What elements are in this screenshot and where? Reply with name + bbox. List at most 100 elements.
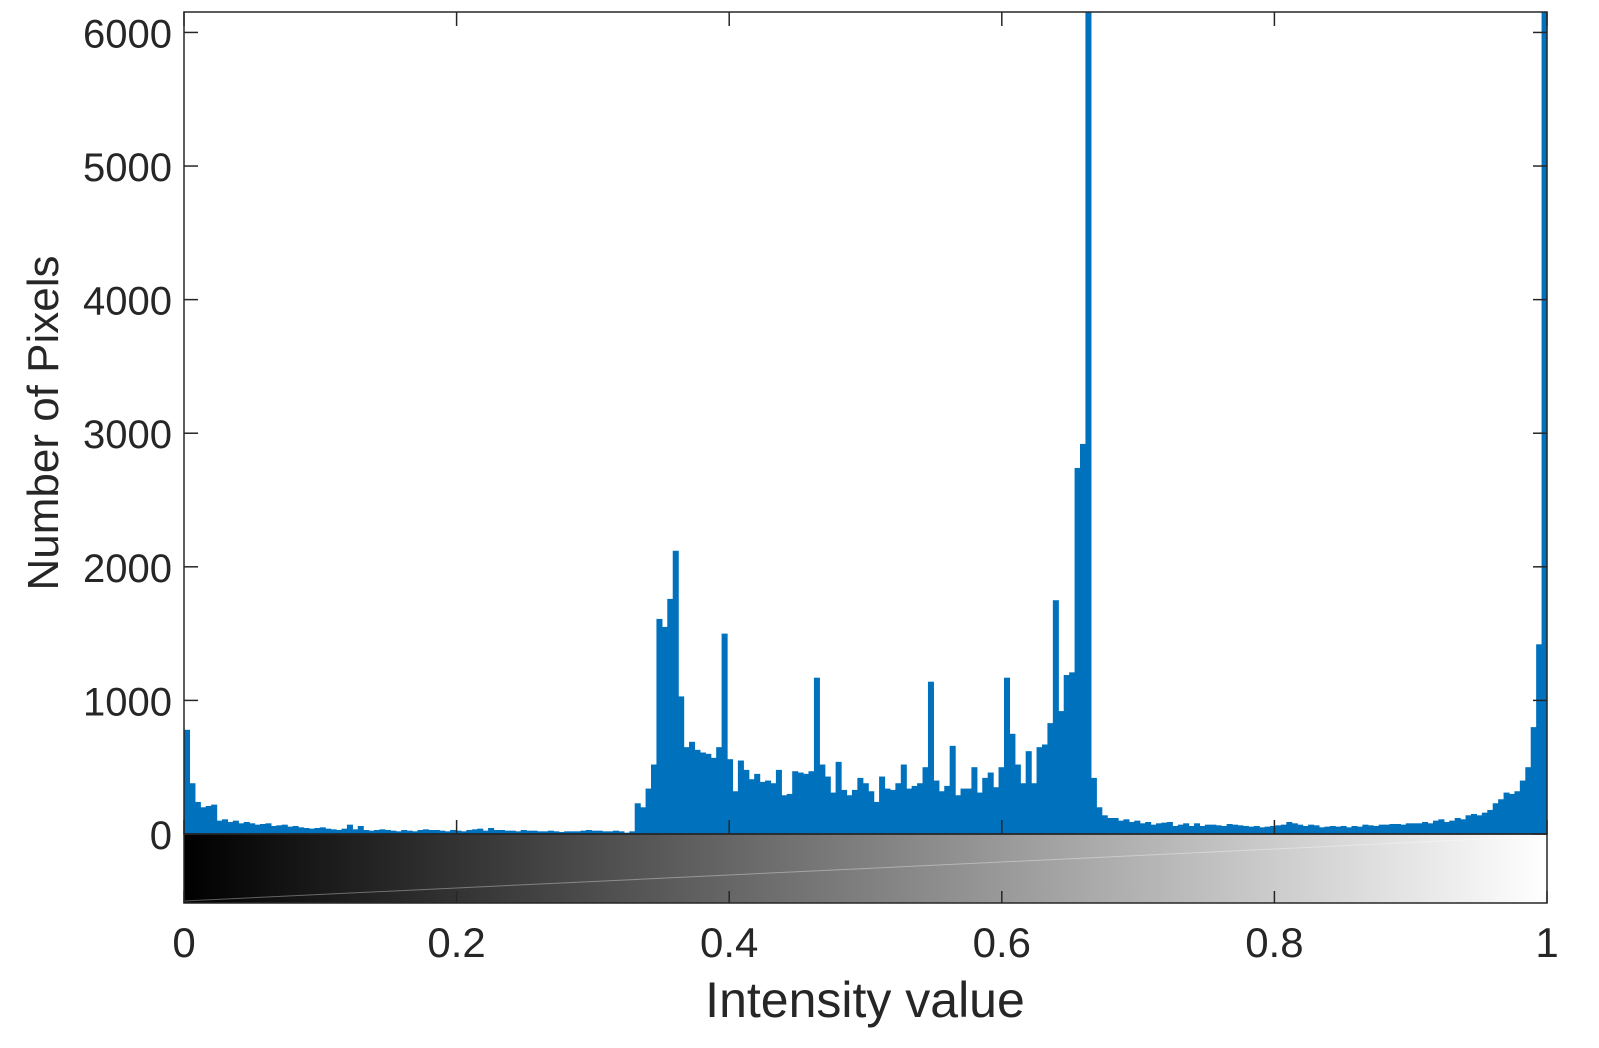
histogram-bar	[216, 820, 223, 834]
histogram-bar	[960, 788, 967, 834]
y-tick-label: 3000	[83, 413, 172, 457]
histogram-bar	[819, 764, 826, 834]
histogram-bar	[651, 764, 658, 834]
histogram-bar	[308, 828, 315, 834]
histogram-bar	[314, 827, 321, 834]
histogram-bar	[211, 804, 218, 834]
histogram-bar	[531, 830, 538, 834]
histogram-bar	[645, 788, 652, 834]
histogram-bar	[938, 791, 945, 834]
histogram-bar	[705, 753, 712, 834]
histogram-bar	[238, 823, 245, 834]
histogram-bar	[265, 823, 272, 834]
histogram-bar	[1427, 823, 1434, 834]
histogram-bar	[260, 823, 267, 834]
x-tick-label: 0.8	[1245, 919, 1303, 966]
histogram-bar	[879, 776, 886, 834]
histogram-bar	[884, 788, 891, 834]
histogram-bar	[781, 795, 788, 834]
histogram-bar	[612, 830, 620, 834]
histogram-bar	[227, 821, 234, 834]
histogram-bar	[1405, 823, 1412, 834]
histogram-bar	[1166, 821, 1173, 834]
histogram-bar	[982, 777, 989, 834]
histogram-bar	[292, 825, 299, 834]
histogram-bar	[1025, 751, 1032, 834]
x-tick-label: 0.4	[700, 919, 758, 966]
histogram-bar	[1031, 783, 1038, 834]
histogram-bar	[917, 783, 924, 834]
histogram-bar	[993, 787, 1000, 834]
histogram-bar	[1340, 825, 1347, 834]
histogram-bar	[243, 821, 250, 834]
histogram-bar	[455, 830, 462, 834]
histogram-bar	[1536, 644, 1543, 834]
histogram-bar	[813, 677, 820, 834]
histogram-bar	[1498, 799, 1505, 834]
histogram-bar	[194, 801, 201, 834]
histogram-bar	[1161, 822, 1168, 834]
histogram-bar	[1058, 711, 1065, 834]
histogram-bar	[401, 829, 408, 834]
histogram-bar	[743, 769, 750, 834]
histogram-bar	[184, 729, 191, 834]
histogram-bar	[336, 829, 343, 834]
histogram-bar	[422, 829, 429, 834]
histogram-bar	[585, 829, 592, 834]
histogram-bar	[254, 824, 261, 834]
tick-labels: 0 1000 2000 3000 4000 5000 6000 0 0.2 0.4 0.6 0.8 1	[83, 12, 1559, 966]
histogram-bar	[569, 831, 576, 834]
histogram-bar	[1291, 823, 1298, 834]
histogram-bar	[1492, 803, 1499, 834]
histogram-bar	[846, 795, 853, 834]
histogram-bar	[689, 741, 696, 834]
x-tick-label: 1	[1535, 919, 1558, 966]
histogram-bar	[493, 829, 500, 834]
histogram-bar	[1215, 825, 1222, 834]
histogram-bar	[341, 828, 348, 834]
histogram-bar	[868, 791, 875, 834]
histogram-bar	[1508, 793, 1516, 834]
histogram-bar	[1085, 12, 1092, 834]
histogram-bar	[433, 829, 440, 834]
histogram-bar	[1183, 823, 1190, 834]
histogram-bar	[1519, 780, 1526, 834]
histogram-bar	[1020, 783, 1027, 834]
histogram-bar	[1503, 792, 1510, 834]
histogram-bar	[727, 759, 734, 834]
histogram-bar	[803, 773, 810, 834]
histogram-bar	[1346, 827, 1353, 834]
histogram-bar	[775, 769, 782, 834]
histogram-bar	[900, 764, 907, 834]
histogram-bar	[1199, 825, 1206, 834]
histogram-bar	[949, 745, 956, 834]
histogram-bar	[656, 618, 663, 834]
histogram-bar	[205, 805, 212, 834]
histogram-bar	[1525, 767, 1532, 834]
histogram-bar	[797, 772, 804, 834]
histogram-bar	[1052, 600, 1059, 834]
histogram-bar	[1438, 819, 1445, 834]
histogram-bar	[200, 807, 207, 834]
histogram-bar	[1226, 823, 1233, 834]
histogram-bar	[889, 789, 896, 834]
x-axis-title: Intensity value	[705, 972, 1025, 1028]
histogram-bar	[1118, 820, 1125, 834]
histogram-bar	[460, 831, 467, 834]
histogram-bar	[998, 767, 1005, 834]
histogram-bar	[1221, 825, 1228, 834]
histogram-bar	[1465, 815, 1472, 834]
histogram-bar	[710, 757, 717, 834]
histogram-bar	[222, 819, 229, 834]
histogram-bar	[1275, 825, 1282, 834]
histogram-bar	[346, 824, 353, 834]
histogram-bar	[1335, 826, 1342, 834]
histogram-bar	[1009, 733, 1016, 834]
y-tick-label: 2000	[83, 547, 172, 591]
histogram-bar	[1308, 824, 1315, 834]
histogram-bar	[270, 825, 277, 834]
x-tick-label: 0.6	[973, 919, 1031, 966]
histogram-bar	[232, 820, 239, 834]
